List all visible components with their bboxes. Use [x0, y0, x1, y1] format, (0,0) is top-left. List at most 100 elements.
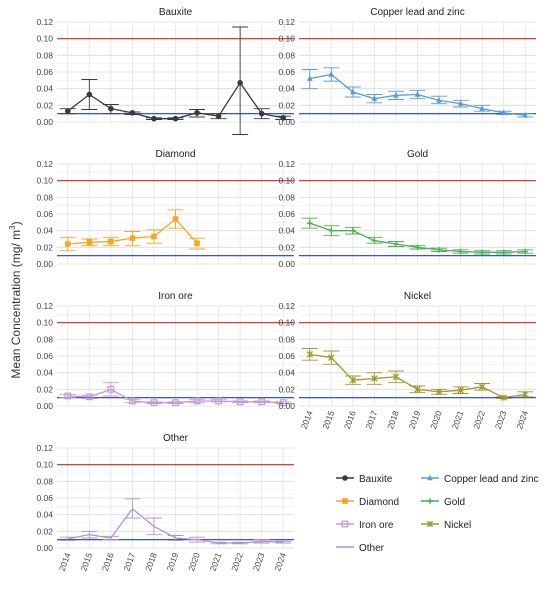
panel-title: Iron ore — [158, 291, 193, 302]
data-point — [172, 399, 179, 407]
y-tick-label: 0.10 — [36, 176, 53, 186]
panel-gold: Gold 0.00 0.02 0.04 0.06 0.08 0.10 0.12 — [278, 149, 536, 269]
x-tick-label: 2023 — [493, 409, 509, 430]
data-point — [86, 91, 93, 98]
data-point — [258, 110, 265, 117]
panel-title: Diamond — [155, 149, 195, 160]
x-tick-label: 2014 — [57, 551, 73, 572]
panel-title: Copper lead and zinc — [370, 7, 465, 18]
y-axis-label-exp: 3 — [8, 225, 17, 230]
y-tick-label: 0.06 — [36, 67, 53, 77]
legend-item-nickel: Nickel — [421, 520, 471, 531]
data-point — [392, 373, 400, 381]
y-tick-label: 0.12 — [36, 301, 53, 311]
data-point — [414, 386, 421, 393]
data-point — [393, 241, 399, 247]
data-point — [457, 386, 464, 394]
y-tick-label: 0.00 — [36, 117, 53, 127]
y-tick-label: 0.10 — [36, 318, 53, 328]
y-tick-label: 0.00 — [36, 401, 53, 411]
error-bar — [59, 393, 76, 399]
data-point — [306, 351, 314, 358]
data-point — [328, 71, 335, 77]
y-tick-label: 0.12 — [36, 443, 53, 453]
legend-item-diamond: Diamond — [336, 497, 399, 508]
x-tick-label: 2014 — [299, 409, 315, 430]
y-tick-label: 0.06 — [36, 493, 53, 503]
data-point — [349, 376, 357, 384]
y-axis-label-close: ) — [9, 221, 23, 225]
y-tick-label: 0.04 — [278, 226, 295, 236]
data-point — [129, 235, 136, 241]
data-point — [194, 110, 200, 116]
x-tick-label: 2022 — [471, 409, 487, 430]
x-tick-label: 2021 — [208, 551, 224, 572]
y-tick-label: 0.10 — [36, 460, 53, 470]
data-point — [500, 394, 507, 401]
data-point — [108, 238, 114, 245]
data-point — [350, 88, 356, 95]
data-point — [64, 241, 71, 247]
y-tick-label: 0.08 — [36, 476, 53, 486]
data-point — [215, 113, 222, 119]
y-tick-label: 0.08 — [36, 50, 53, 60]
data-point — [85, 393, 93, 401]
data-point — [328, 354, 335, 361]
panel-title: Other — [163, 433, 189, 444]
panel-copper-lead-and-zinc: Copper lead and zinc 0.00 0.02 0.04 0.06 0.08… — [278, 7, 536, 127]
panel-title: Gold — [407, 149, 428, 160]
data-point — [193, 397, 201, 405]
x-tick-label: 2020 — [428, 409, 444, 430]
legend-item-bauxite: Bauxite — [336, 474, 393, 485]
data-point — [479, 249, 485, 256]
y-tick-label: 0.10 — [278, 34, 295, 44]
y-tick-label: 0.04 — [278, 84, 295, 94]
data-point — [279, 399, 287, 407]
y-tick-label: 0.02 — [36, 100, 53, 110]
data-point — [371, 95, 378, 101]
legend-item-other: Other — [336, 543, 385, 554]
legend-key-marker — [341, 520, 349, 528]
y-tick-label: 0.12 — [278, 17, 295, 27]
legend-key-marker — [426, 520, 434, 528]
data-point — [457, 248, 464, 255]
legend-item-copper-lead-and-zinc: Copper lead and zinc — [421, 474, 539, 485]
y-tick-label: 0.00 — [36, 259, 53, 269]
panel-title: Nickel — [404, 291, 431, 302]
y-tick-label: 0.08 — [278, 50, 295, 60]
data-point — [522, 248, 529, 255]
y-tick-label: 0.12 — [36, 17, 53, 27]
panel-other: Other 0.00 0.02 0.04 0.06 0.08 0.10 0.12 2014 201… — [36, 433, 294, 572]
data-point — [236, 398, 244, 406]
data-point — [328, 227, 335, 234]
data-point — [457, 100, 464, 106]
x-tick-label: 2016 — [342, 409, 358, 430]
y-tick-label: 0.04 — [36, 510, 53, 520]
x-tick-label: 2019 — [407, 409, 423, 430]
y-tick-label: 0.02 — [278, 100, 295, 110]
data-point — [280, 115, 287, 121]
x-tick-label: 2024 — [272, 551, 288, 572]
data-point — [306, 75, 313, 81]
y-tick-label: 0.06 — [36, 209, 53, 219]
y-tick-label: 0.06 — [278, 351, 295, 361]
y-tick-label: 0.10 — [278, 176, 295, 186]
data-point — [306, 220, 313, 226]
y-tick-label: 0.02 — [278, 242, 295, 252]
y-tick-label: 0.10 — [36, 34, 53, 44]
legend-label: Copper lead and zinc — [444, 474, 539, 485]
data-point — [107, 385, 115, 393]
data-point — [151, 115, 157, 122]
y-tick-label: 0.08 — [36, 334, 53, 344]
y-axis-label: Mean Concentration (mg/ m3) — [8, 221, 23, 378]
data-point — [436, 247, 442, 253]
y-tick-label: 0.00 — [278, 117, 295, 127]
legend-label: Nickel — [444, 520, 471, 531]
data-point — [194, 240, 200, 246]
panel-diamond: Diamond 0.00 0.02 0.04 0.06 0.08 0.10 0.12 — [36, 149, 294, 269]
y-tick-label: 0.06 — [36, 351, 53, 361]
x-tick-label: 2023 — [251, 551, 267, 572]
y-tick-label: 0.12 — [278, 159, 295, 169]
y-tick-label: 0.00 — [278, 259, 295, 269]
data-point — [414, 244, 421, 251]
